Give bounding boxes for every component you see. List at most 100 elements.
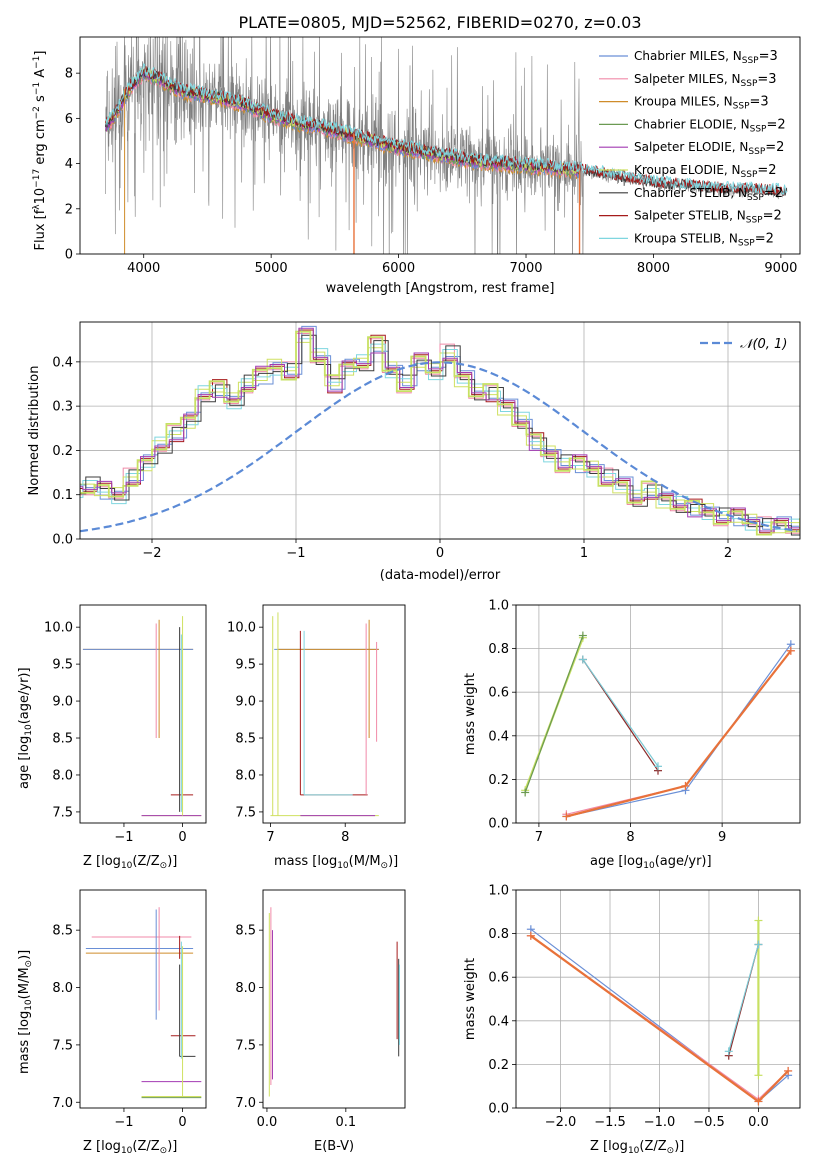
spectrum-model-line <box>105 63 788 196</box>
x-tick-label: 8 <box>626 830 634 845</box>
x-axis-label-part: (Z/Z <box>132 854 159 869</box>
y-tick-label: 0.0 <box>488 1102 509 1117</box>
y-axis-label-part: age [log <box>17 736 32 789</box>
legend-label-part: Salpeter STELIB, N <box>634 209 746 223</box>
y-axis-label-part: )] <box>17 950 32 960</box>
x-axis-label-part: (Z/Z <box>132 1139 159 1154</box>
y-axis-label-part: ⊙ <box>24 960 34 968</box>
x-axis-label-part: ⊙ <box>160 1146 168 1156</box>
x-axis-label-part: (age/yr)] <box>655 854 712 869</box>
x-tick-label: 7 <box>535 830 543 845</box>
y-tick-label: 0.6 <box>488 971 509 986</box>
normal-curve <box>80 361 798 533</box>
y-axis-label: age [log10(age/yr)] <box>17 667 34 789</box>
weight-line <box>566 650 792 815</box>
errorbar-plot <box>82 616 202 817</box>
y-tick-label: 0.1 <box>52 488 73 503</box>
y-tick-label: 0.6 <box>488 686 509 701</box>
y-axis-label-part: (M/M <box>17 967 32 999</box>
y-tick-label: 7.5 <box>235 1038 256 1053</box>
axes-frame <box>515 604 801 824</box>
legend-label-part: Chabrier STELIB, N <box>634 186 747 200</box>
legend-label-part: SSP <box>741 79 758 89</box>
x-axis-label: (data-model)/error <box>380 568 501 583</box>
x-axis-label-part: )] <box>167 1139 177 1154</box>
y-axis-label-part: 10 <box>24 999 34 1011</box>
y-tick-label: 8 <box>65 67 73 82</box>
x-tick-label: −1.0 <box>644 1115 676 1130</box>
x-tick-label: 7000 <box>509 261 542 276</box>
legend-label-part: =3 <box>750 95 769 110</box>
y-tick-label: 0.3 <box>52 400 73 415</box>
spectrum-model-line <box>105 66 787 197</box>
x-axis-label-part: Z [log <box>83 1139 121 1154</box>
legend-label-part: SSP <box>738 238 755 248</box>
y-tick-label: 0.2 <box>488 1058 509 1073</box>
weight-line <box>524 635 584 793</box>
x-axis-label: Z [log10(Z/Z⊙)] <box>590 1139 684 1156</box>
x-tick-label: 0.0 <box>257 1115 278 1130</box>
x-axis-label-part: E(B-V) <box>314 1139 354 1154</box>
y-axis-label-part: −17 <box>32 169 42 188</box>
panel-2: −1 07.58.08.59.09.510.0Z [log10(Z/Z⊙)]age… <box>17 604 207 871</box>
histogram-step <box>80 341 800 534</box>
x-axis-label-part: Z [log <box>590 1139 628 1154</box>
x-tick-label: 9 <box>718 830 726 845</box>
x-tick-label: 9000 <box>764 261 797 276</box>
x-axis-label-part: ⊙ <box>667 1146 675 1156</box>
y-axis-label-part: 10 <box>24 724 34 736</box>
y-tick-label: 8.5 <box>52 924 73 939</box>
legend-label: Kroupa STELIB, NSSP=2 <box>634 231 774 248</box>
panel-5: −1 07.07.58.08.5Z [log10(Z/Z⊙)]mass [log1… <box>17 889 207 1156</box>
x-tick-label: −1 <box>114 1115 133 1130</box>
x-tick-label: 4000 <box>127 261 160 276</box>
y-axis-label-part: (age/yr)] <box>17 667 32 724</box>
x-tick-label: −1 <box>286 546 305 561</box>
x-axis-label-part: (Z/Z <box>639 1139 666 1154</box>
panel-7: −2.0 −1.5 −1.0 −0.5 0.0 0.0 0.2 0.4 0.6 0.8 1.0 Z [… <box>463 884 801 1156</box>
x-axis-label-part: 10 <box>121 861 133 871</box>
legend-label-part: SSP <box>741 170 758 180</box>
panel-3: 7 8 7.5 8.0 8.5 9.0 9.5 10.0 mass [log10(M/M⊙)] <box>227 604 406 871</box>
histogram-step <box>80 330 800 536</box>
y-tick-label: 8.5 <box>235 732 256 747</box>
legend-label-part: SSP <box>742 56 759 66</box>
x-axis-label: E(B-V) <box>314 1139 354 1154</box>
legend-label-part: =2 <box>757 163 776 178</box>
legend-label-part: =3 <box>757 72 776 87</box>
x-tick-label: 8000 <box>637 261 670 276</box>
legend-label-part: Chabrier MILES, N <box>634 49 742 63</box>
x-axis-label-part: ⊙ <box>381 861 389 871</box>
legend-label: 𝒩(0, 1) <box>740 337 787 352</box>
y-tick-label: 0.4 <box>488 1014 509 1029</box>
y-tick-label: 10.0 <box>44 621 73 636</box>
y-tick-label: 0.0 <box>488 817 509 832</box>
legend-label-part: SSP <box>748 147 765 157</box>
legend-label-part: Kroupa MILES, N <box>634 95 733 109</box>
y-axis-label-part: A <box>33 69 48 82</box>
x-tick-label: 0 <box>178 1115 186 1130</box>
x-axis-label-part: Z [log <box>83 854 121 869</box>
figure-title: PLATE=0805, MJD=52562, FIBERID=0270, z=0… <box>238 13 641 32</box>
y-tick-label: 1.0 <box>488 599 509 614</box>
legend-label-part: Salpeter MILES, N <box>634 72 741 86</box>
x-axis-label: Z [log10(Z/Z⊙)] <box>83 854 177 871</box>
y-tick-label: 0.2 <box>488 773 509 788</box>
y-tick-label: 0.4 <box>488 729 509 744</box>
x-axis-label-part: ⊙ <box>160 861 168 871</box>
y-tick-label: 0.4 <box>52 355 73 370</box>
histogram-step <box>80 338 800 531</box>
axes-frame <box>515 889 801 1109</box>
x-axis-label-part: )] <box>674 1139 684 1154</box>
x-axis-label: Z [log10(Z/Z⊙)] <box>83 1139 177 1156</box>
y-tick-label: 7.0 <box>52 1096 73 1111</box>
y-tick-label: 9.5 <box>52 658 73 673</box>
x-axis-label: wavelength [Angstrom, rest frame] <box>326 281 555 296</box>
y-axis-label-part: s <box>33 95 48 106</box>
y-axis-label: mass weight <box>463 673 478 755</box>
y-tick-label: 8.5 <box>52 732 73 747</box>
y-axis-label: Flux [fλ10−17 erg cm−2 s−1 A−1] <box>32 51 48 251</box>
